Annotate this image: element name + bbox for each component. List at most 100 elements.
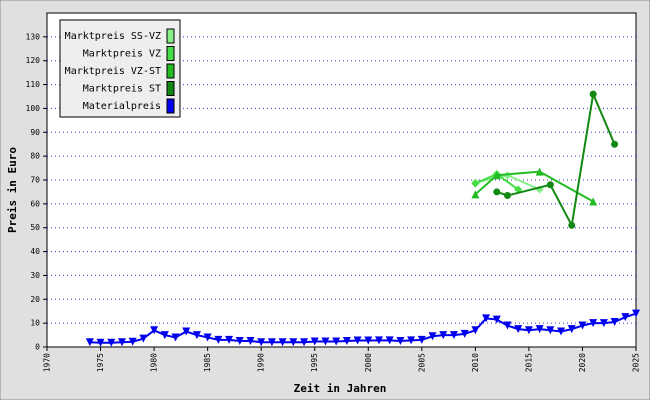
legend-swatch xyxy=(166,46,175,61)
marker xyxy=(482,314,491,323)
legend-label: Marktpreis VZ-ST xyxy=(65,66,161,77)
marker xyxy=(171,333,180,342)
marker xyxy=(374,336,383,345)
marker xyxy=(589,197,598,206)
marker xyxy=(128,337,137,346)
legend-swatch xyxy=(166,28,175,44)
marker xyxy=(449,331,458,340)
y-tick-label: 80 xyxy=(30,152,40,161)
marker xyxy=(96,338,105,347)
marker xyxy=(139,334,148,343)
marker xyxy=(567,325,576,334)
marker xyxy=(321,337,330,346)
marker xyxy=(621,313,630,322)
marker xyxy=(568,221,576,229)
marker xyxy=(471,179,480,188)
marker xyxy=(278,338,287,347)
marker xyxy=(546,181,554,189)
marker xyxy=(225,335,234,344)
legend-label: Materialpreis xyxy=(83,101,161,112)
legend-swatch xyxy=(166,98,175,114)
marker xyxy=(214,335,223,344)
y-tick-label: 120 xyxy=(26,56,41,65)
marker xyxy=(428,332,437,341)
marker xyxy=(267,338,276,347)
y-tick-label: 40 xyxy=(30,247,40,256)
x-tick-label: 1980 xyxy=(150,353,159,372)
marker xyxy=(385,336,394,345)
legend-label: Marktpreis SS-VZ xyxy=(65,31,161,42)
marker xyxy=(107,338,116,347)
marker xyxy=(364,336,373,345)
y-tick-label: 0 xyxy=(35,343,40,352)
marker xyxy=(300,338,309,347)
x-tick-label: 1985 xyxy=(203,353,212,372)
marker xyxy=(407,336,416,345)
marker xyxy=(396,337,405,346)
y-tick-label: 60 xyxy=(30,199,40,208)
y-tick-label: 50 xyxy=(30,223,40,232)
marker xyxy=(439,331,448,340)
marker xyxy=(535,325,544,334)
marker xyxy=(203,333,212,342)
marker xyxy=(353,336,362,345)
marker xyxy=(471,326,480,335)
y-tick-label: 10 xyxy=(30,319,40,328)
marker xyxy=(332,337,341,346)
marker xyxy=(460,329,469,338)
marker xyxy=(578,321,587,330)
x-tick-label: 2020 xyxy=(578,353,587,372)
y-tick-label: 130 xyxy=(26,32,41,41)
marker xyxy=(310,337,319,346)
marker xyxy=(192,331,201,340)
marker xyxy=(257,338,266,347)
x-tick-label: 1970 xyxy=(43,353,52,372)
x-tick-label: 1990 xyxy=(257,353,266,372)
marker xyxy=(150,326,159,335)
marker xyxy=(417,335,426,344)
marker xyxy=(492,171,501,180)
marker xyxy=(160,331,169,340)
x-tick-label: 2000 xyxy=(364,353,373,372)
legend-label: Marktpreis ST xyxy=(83,84,161,95)
marker xyxy=(342,337,351,346)
marker xyxy=(599,319,608,328)
x-tick-label: 2005 xyxy=(417,353,426,372)
marker xyxy=(235,337,244,346)
marker xyxy=(182,327,191,336)
marker xyxy=(289,338,298,347)
series-line xyxy=(89,312,637,344)
legend-swatch xyxy=(166,63,175,79)
series-line xyxy=(474,170,594,203)
marker xyxy=(493,188,501,196)
y-tick-label: 90 xyxy=(30,128,40,137)
marker xyxy=(503,321,512,330)
y-tick-label: 20 xyxy=(30,295,40,304)
marker xyxy=(535,167,544,176)
x-tick-label: 2010 xyxy=(471,353,480,372)
marker xyxy=(246,337,255,346)
y-tick-label: 70 xyxy=(30,176,40,185)
marker xyxy=(546,326,555,335)
y-tick-label: 100 xyxy=(26,104,41,113)
x-tick-label: 2015 xyxy=(524,353,533,372)
x-tick-label: 2025 xyxy=(632,353,641,372)
marker xyxy=(503,192,511,200)
marker xyxy=(85,338,94,347)
marker xyxy=(471,190,480,199)
y-tick-label: 30 xyxy=(30,271,40,280)
legend xyxy=(59,19,181,118)
marker xyxy=(514,325,523,334)
legend-swatch xyxy=(166,81,175,96)
legend-label: Marktpreis VZ xyxy=(83,49,161,60)
marker xyxy=(524,326,533,335)
marker xyxy=(557,327,566,336)
marker xyxy=(610,317,619,326)
marker xyxy=(611,140,619,148)
marker xyxy=(117,338,126,347)
x-tick-label: 1975 xyxy=(96,353,105,372)
marker xyxy=(492,315,501,324)
y-tick-label: 110 xyxy=(26,80,41,89)
y-axis-label: Preis in Euro xyxy=(6,147,19,233)
